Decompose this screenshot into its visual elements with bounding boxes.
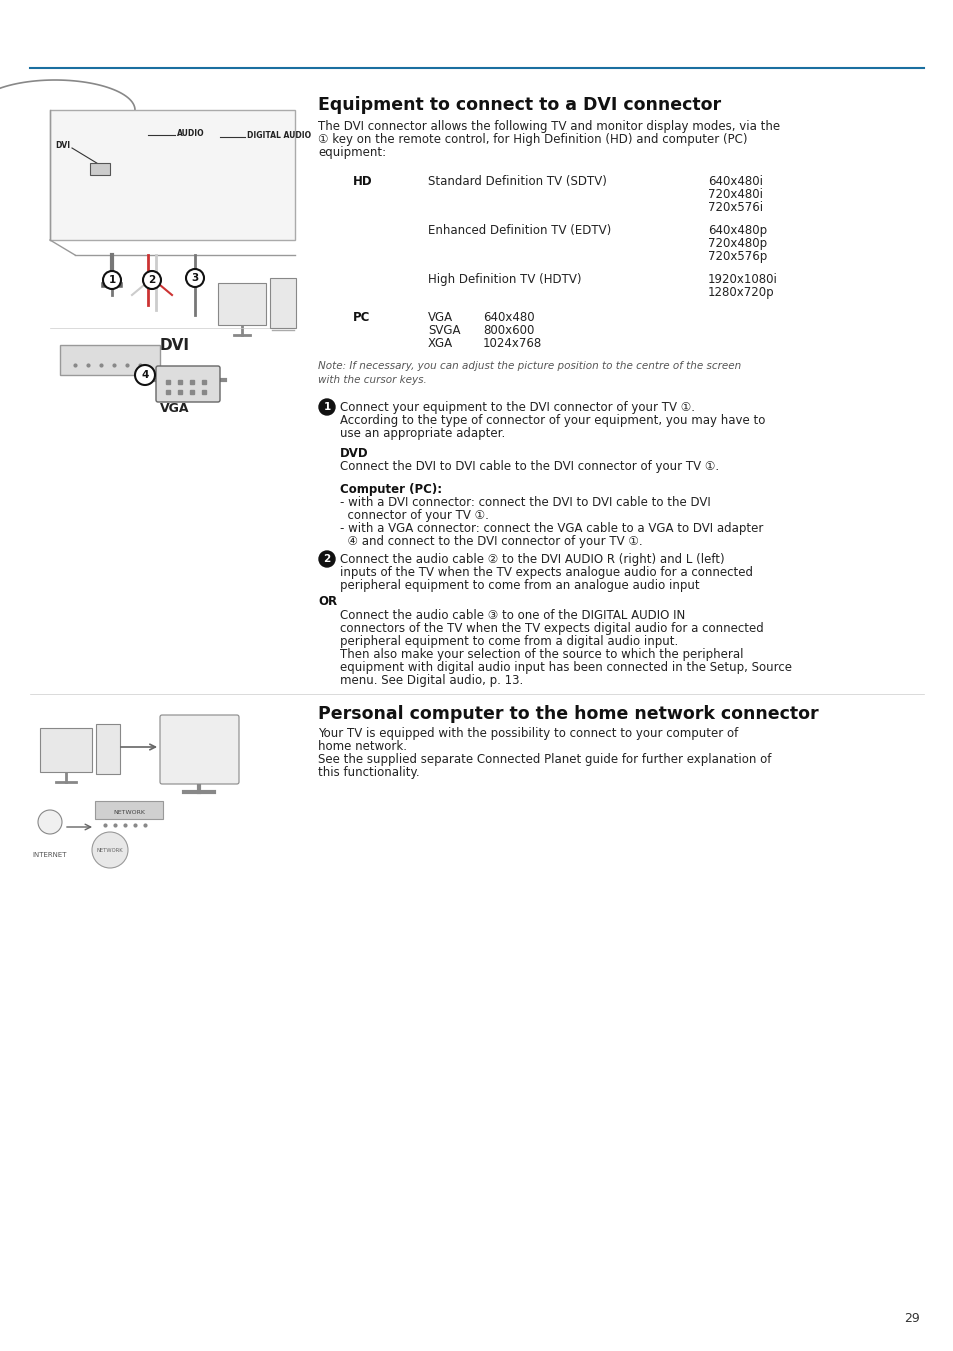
Text: ④ and connect to the DVI connector of your TV ①.: ④ and connect to the DVI connector of yo…: [339, 535, 642, 549]
Text: AUDIO: AUDIO: [177, 128, 204, 138]
Text: - with a DVI connector: connect the DVI to DVI cable to the DVI: - with a DVI connector: connect the DVI …: [339, 496, 710, 509]
Text: use an appropriate adapter.: use an appropriate adapter.: [339, 427, 505, 440]
Text: DVD: DVD: [339, 447, 368, 459]
Text: inputs of the TV when the TV expects analogue audio for a connected: inputs of the TV when the TV expects ana…: [339, 566, 752, 580]
Text: Standard Definition TV (SDTV): Standard Definition TV (SDTV): [428, 176, 606, 188]
Text: 720x480p: 720x480p: [707, 236, 766, 250]
Text: 640x480p: 640x480p: [707, 224, 766, 236]
Text: home network.: home network.: [317, 740, 407, 753]
Bar: [60, 345, 160, 376]
Bar: [90, 163, 110, 176]
Circle shape: [38, 811, 62, 834]
Text: 1920x1080i: 1920x1080i: [707, 273, 777, 286]
Text: DVI: DVI: [55, 141, 71, 150]
FancyBboxPatch shape: [156, 366, 220, 403]
Text: ① key on the remote control, for High Definition (HD) and computer (PC): ① key on the remote control, for High De…: [317, 132, 747, 146]
Circle shape: [318, 551, 335, 567]
Circle shape: [135, 365, 154, 385]
Text: 2: 2: [323, 554, 331, 563]
Text: 800x600: 800x600: [482, 324, 534, 336]
Text: Enhanced Definition TV (EDTV): Enhanced Definition TV (EDTV): [428, 224, 611, 236]
Text: NETWORK: NETWORK: [96, 847, 123, 852]
Circle shape: [103, 272, 121, 289]
Text: 3: 3: [192, 273, 198, 282]
Circle shape: [186, 269, 204, 286]
Text: VGA: VGA: [160, 401, 190, 415]
FancyBboxPatch shape: [160, 715, 239, 784]
Text: 640x480i: 640x480i: [707, 176, 762, 188]
Text: Then also make your selection of the source to which the peripheral: Then also make your selection of the sou…: [339, 648, 742, 661]
Text: SVGA: SVGA: [428, 324, 460, 336]
Text: 4: 4: [141, 370, 149, 380]
Text: High Definition TV (HDTV): High Definition TV (HDTV): [428, 273, 581, 286]
Text: 640x480: 640x480: [482, 311, 534, 324]
Bar: [270, 278, 295, 328]
Text: 2: 2: [149, 276, 155, 285]
Text: 720x480i: 720x480i: [707, 188, 762, 201]
Text: connectors of the TV when the TV expects digital audio for a connected: connectors of the TV when the TV expects…: [339, 621, 763, 635]
Text: DVI: DVI: [160, 338, 190, 353]
Text: 1: 1: [109, 276, 115, 285]
Text: peripheral equipment to come from a digital audio input.: peripheral equipment to come from a digi…: [339, 635, 678, 648]
Circle shape: [91, 832, 128, 867]
Text: connector of your TV ①.: connector of your TV ①.: [339, 509, 488, 521]
Text: Computer (PC):: Computer (PC):: [339, 484, 441, 496]
Text: Connect the audio cable ③ to one of the DIGITAL AUDIO IN: Connect the audio cable ③ to one of the …: [339, 609, 684, 621]
Text: equipment with digital audio input has been connected in the Setup, Source: equipment with digital audio input has b…: [339, 661, 791, 674]
Bar: [218, 282, 266, 326]
Circle shape: [318, 399, 335, 415]
Text: Your TV is equipped with the possibility to connect to your computer of: Your TV is equipped with the possibility…: [317, 727, 738, 740]
Text: - with a VGA connector: connect the VGA cable to a VGA to DVI adapter: - with a VGA connector: connect the VGA …: [339, 521, 762, 535]
Text: INTERNET: INTERNET: [32, 852, 67, 858]
Text: According to the type of connector of your equipment, you may have to: According to the type of connector of yo…: [339, 413, 764, 427]
Text: See the supplied separate Connected Planet guide for further explanation of: See the supplied separate Connected Plan…: [317, 753, 771, 766]
Text: this functionality.: this functionality.: [317, 766, 419, 780]
Text: XGA: XGA: [428, 336, 453, 350]
Text: 29: 29: [903, 1312, 919, 1324]
Circle shape: [143, 272, 161, 289]
Text: menu. See Digital audio, p. 13.: menu. See Digital audio, p. 13.: [339, 674, 522, 688]
Text: 1024x768: 1024x768: [482, 336, 541, 350]
Text: The DVI connector allows the following TV and monitor display modes, via the: The DVI connector allows the following T…: [317, 120, 780, 132]
Bar: [96, 724, 120, 774]
Text: OR: OR: [317, 594, 336, 608]
Text: 1: 1: [323, 403, 331, 412]
Text: VGA: VGA: [428, 311, 453, 324]
Text: equipment:: equipment:: [317, 146, 386, 159]
Text: Personal computer to the home network connector: Personal computer to the home network co…: [317, 705, 818, 723]
Text: HD: HD: [353, 176, 373, 188]
Text: Connect your equipment to the DVI connector of your TV ①.: Connect your equipment to the DVI connec…: [339, 401, 695, 413]
Text: Note: If necessary, you can adjust the picture position to the centre of the scr: Note: If necessary, you can adjust the p…: [317, 361, 740, 385]
Text: 720x576p: 720x576p: [707, 250, 766, 263]
Text: 720x576i: 720x576i: [707, 201, 762, 213]
Bar: [50, 109, 294, 240]
Bar: [40, 728, 91, 771]
Text: Equipment to connect to a DVI connector: Equipment to connect to a DVI connector: [317, 96, 720, 113]
Text: PC: PC: [353, 311, 370, 324]
Text: peripheral equipment to come from an analogue audio input: peripheral equipment to come from an ana…: [339, 580, 699, 592]
Text: DIGITAL AUDIO: DIGITAL AUDIO: [247, 131, 311, 139]
Bar: [95, 801, 163, 819]
Text: Connect the audio cable ② to the DVI AUDIO R (right) and L (left): Connect the audio cable ② to the DVI AUD…: [339, 553, 724, 566]
Text: Connect the DVI to DVI cable to the DVI connector of your TV ①.: Connect the DVI to DVI cable to the DVI …: [339, 459, 719, 473]
Text: NETWORK: NETWORK: [112, 809, 145, 815]
Text: 1280x720p: 1280x720p: [707, 286, 774, 299]
